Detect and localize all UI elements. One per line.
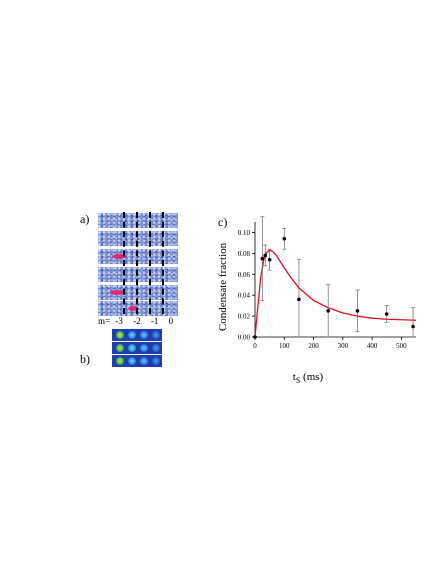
data-point [411, 324, 415, 329]
data-point [326, 309, 330, 313]
x-axis-label: tS (ms) [293, 371, 324, 385]
spin-component-labels: m= -3 -2 -1 0 [98, 316, 173, 326]
spot [152, 344, 160, 352]
spot [116, 357, 124, 365]
y-tick-label: 0.00 [238, 334, 251, 342]
tof-row [112, 329, 162, 341]
m-label: -3 [115, 316, 123, 326]
spot [152, 331, 160, 339]
y-tick-label: 0.04 [238, 292, 251, 300]
m-label: -1 [150, 316, 159, 326]
tof-row [112, 355, 162, 367]
dashed-divider [149, 212, 151, 314]
absorption-strip [98, 249, 178, 264]
x-axis-label-unit: (ms) [300, 371, 323, 383]
x-tick-label: 100 [279, 342, 290, 350]
condensate-blob [112, 254, 126, 259]
x-tick-label: 0 [253, 342, 257, 350]
absorption-strip [98, 213, 178, 228]
m-prefix: m= [98, 316, 111, 326]
spot [140, 357, 148, 365]
m-label: 0 [168, 316, 174, 326]
x-tick-label: 400 [367, 342, 378, 350]
data-point [384, 312, 389, 316]
data-point [267, 257, 272, 262]
y-tick-label: 0.10 [238, 229, 251, 237]
y-axis-label: Condensate fraction [217, 242, 229, 331]
spot [116, 331, 124, 339]
panel-c-label: c) [218, 215, 228, 229]
x-axis-label-main: t [293, 371, 296, 383]
spot [128, 344, 136, 352]
x-tick-label: 300 [338, 342, 349, 350]
m-label: -2 [133, 316, 141, 326]
x-tick-label: 500 [396, 342, 407, 350]
condensate-blob [128, 306, 138, 311]
data-point [282, 236, 287, 241]
dashed-divider [162, 212, 164, 314]
dashed-divider [136, 212, 138, 314]
y-tick-label: 0.06 [238, 271, 251, 279]
data-point [355, 309, 360, 313]
condensate-blob [110, 290, 124, 295]
data-point [253, 335, 257, 339]
fit-curve [254, 249, 417, 338]
dashed-divider [123, 212, 125, 314]
spot [128, 357, 136, 365]
absorption-strip [98, 231, 178, 246]
data-point [263, 253, 268, 258]
tof-row [112, 342, 162, 354]
y-tick-label: 0.02 [238, 313, 251, 321]
spot [116, 344, 124, 352]
spot [128, 331, 136, 339]
spot [140, 344, 148, 352]
panel-b-label: b) [80, 352, 90, 366]
absorption-strip [98, 301, 178, 316]
x-axis-label-sub: S [296, 376, 300, 385]
y-tick-label: 0.08 [238, 250, 251, 258]
x-tick-label: 200 [308, 342, 319, 350]
absorption-strip [98, 285, 178, 300]
data-point [260, 256, 265, 261]
spot [140, 331, 148, 339]
spot [152, 357, 160, 365]
data-point [297, 297, 301, 302]
panel-a-label: a) [80, 212, 90, 226]
absorption-strip [98, 267, 178, 282]
